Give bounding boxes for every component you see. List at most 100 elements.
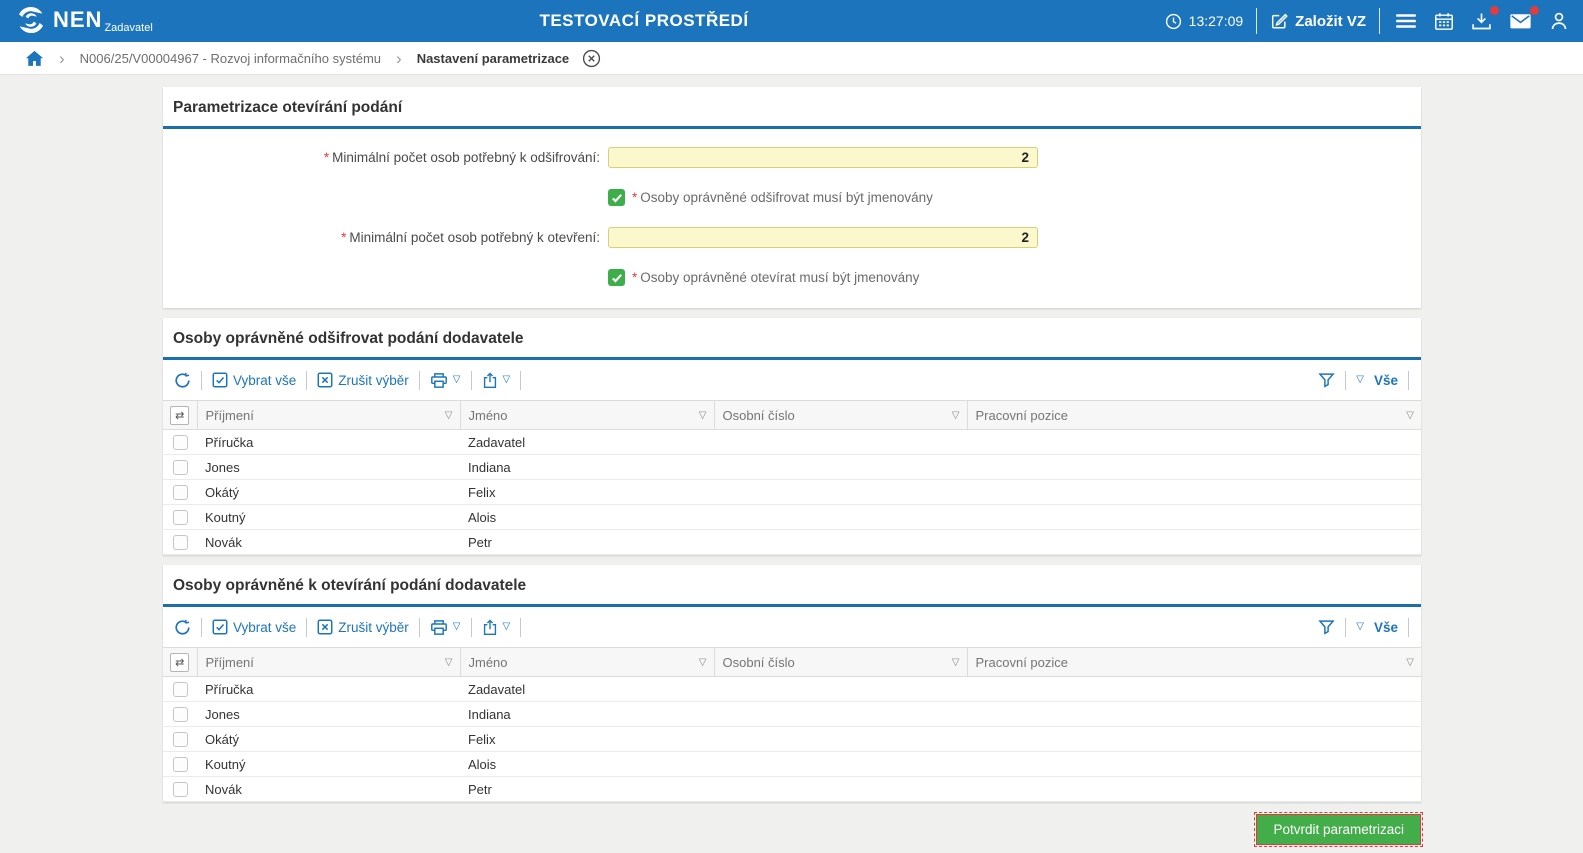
checkbox-x-icon [317,619,333,635]
table-row[interactable]: Novák Petr [163,529,1421,555]
cell-position [967,479,1421,505]
row-checkbox[interactable] [172,485,188,501]
checkbox-x-icon [317,372,333,388]
cell-position [967,726,1421,752]
select-all-button[interactable]: Vybrat vše [212,619,296,635]
refresh-icon[interactable] [174,372,191,389]
close-tab-icon[interactable] [582,49,601,68]
select-all-button[interactable]: Vybrat vše [212,372,296,388]
dropdown-arrow-icon[interactable]: ▽ [502,621,511,632]
confirm-parametrization-button[interactable]: Potvrdit parametrizaci [1254,812,1423,847]
min-open-label: * Minimální počet osob potřebný k otevřen… [341,230,600,245]
column-filter-icon[interactable]: ▽ [698,657,707,668]
table-row[interactable]: Okátý Felix [163,479,1421,505]
row-checkbox[interactable] [172,510,188,526]
column-filter-icon[interactable]: ▽ [951,410,960,421]
column-header-personal-number[interactable]: Osobní číslo ▽ [714,400,968,430]
download-inbox-icon[interactable] [1469,5,1499,33]
cell-personal-number [714,676,967,702]
cell-personal-number [714,776,967,802]
cell-surname: Koutný [197,504,460,530]
column-header-position[interactable]: Pracovní pozice ▽ [967,647,1421,677]
column-chooser-icon[interactable]: ⇄ [170,652,190,672]
filter-icon[interactable] [1318,619,1335,635]
table-row[interactable]: Jones Indiana [163,454,1421,480]
column-filter-icon[interactable]: ▽ [1406,410,1414,421]
refresh-icon[interactable] [174,619,191,636]
export-button[interactable]: ▽ [482,619,511,636]
column-filter-icon[interactable]: ▽ [444,657,453,668]
table-row[interactable]: Okátý Felix [163,726,1421,752]
mail-icon[interactable] [1507,6,1539,32]
user-icon[interactable] [1547,9,1571,33]
decrypt-persons-panel: Osoby oprávněné odšifrovat podání dodava… [163,318,1421,555]
view-dropdown-arrow-icon[interactable]: ▽ [1356,621,1364,632]
row-checkbox[interactable] [172,535,188,551]
row-checkbox[interactable] [172,460,188,476]
print-button[interactable]: ▽ [430,372,461,389]
table-row[interactable]: Příručka Zadavatel [163,429,1421,455]
printer-icon [430,372,448,389]
cell-surname: Okátý [197,479,460,505]
row-checkbox[interactable] [172,757,188,773]
open-named-checkbox[interactable] [608,269,625,286]
column-header-surname[interactable]: Příjmení ▽ [197,400,461,430]
column-filter-icon[interactable]: ▽ [951,657,960,668]
table-row[interactable]: Koutný Alois [163,751,1421,777]
column-filter-icon[interactable]: ▽ [698,410,707,421]
min-open-input[interactable] [608,227,1038,248]
dropdown-arrow-icon[interactable]: ▽ [502,374,511,385]
cell-position [967,529,1421,555]
column-filter-icon[interactable]: ▽ [1406,657,1414,668]
cell-position [967,454,1421,480]
required-marker: * [323,150,330,165]
column-header-firstname[interactable]: Jméno ▽ [460,400,715,430]
clear-selection-button[interactable]: Zrušit výběr [317,372,409,388]
breadcrumb-contract-link[interactable]: N006/25/V00004967 - Rozvoj informačního … [79,50,382,66]
table-row[interactable]: Koutný Alois [163,504,1421,530]
cell-firstname: Zadavatel [460,429,714,455]
dropdown-arrow-icon[interactable]: ▽ [452,621,461,632]
row-checkbox[interactable] [172,435,188,451]
table-row[interactable]: Jones Indiana [163,701,1421,727]
column-header-surname[interactable]: Příjmení ▽ [197,647,461,677]
clear-selection-button[interactable]: Zrušit výběr [317,619,409,635]
view-all-button[interactable]: Vše [1373,619,1398,635]
row-checkbox[interactable] [172,682,188,698]
cell-position [967,751,1421,777]
filter-icon[interactable] [1318,372,1335,388]
export-button[interactable]: ▽ [482,372,511,389]
view-dropdown-arrow-icon[interactable]: ▽ [1356,374,1364,385]
menu-icon[interactable] [1393,10,1419,32]
parametrization-panel: Parametrizace otevírání podání * Minimáln… [163,87,1421,308]
dropdown-arrow-icon[interactable]: ▽ [452,374,461,385]
row-checkbox[interactable] [172,782,188,798]
table-row[interactable]: Novák Petr [163,776,1421,802]
view-all-button[interactable]: Vše [1373,372,1398,388]
column-header-position[interactable]: Pracovní pozice ▽ [967,400,1421,430]
calendar-icon[interactable] [1432,10,1456,33]
divider [520,617,522,637]
divider [470,617,472,637]
breadcrumb-current-page: Nastavení parametrizace [416,50,570,66]
nen-logo[interactable]: NEN Zadavatel [16,5,153,35]
create-vz-button[interactable]: Založit VZ [1270,12,1366,30]
home-icon[interactable] [25,50,44,67]
cell-surname: Novák [197,776,460,802]
column-filter-icon[interactable]: ▽ [444,410,453,421]
row-checkbox[interactable] [172,707,188,723]
cell-position [967,504,1421,530]
printer-icon [430,619,448,636]
print-button[interactable]: ▽ [430,619,461,636]
cell-firstname: Felix [460,479,714,505]
column-chooser-icon[interactable]: ⇄ [170,405,190,425]
decrypt-named-checkbox[interactable] [608,189,625,206]
column-header-firstname[interactable]: Jméno ▽ [460,647,715,677]
cell-personal-number [714,504,967,530]
min-decrypt-input[interactable] [608,147,1038,168]
table-row[interactable]: Příručka Zadavatel [163,676,1421,702]
row-checkbox[interactable] [172,732,188,748]
top-header-bar: NEN Zadavatel TESTOVACÍ PROSTŘEDÍ 13:27:… [0,0,1583,42]
column-header-personal-number[interactable]: Osobní číslo ▽ [714,647,968,677]
cell-surname: Jones [197,454,460,480]
